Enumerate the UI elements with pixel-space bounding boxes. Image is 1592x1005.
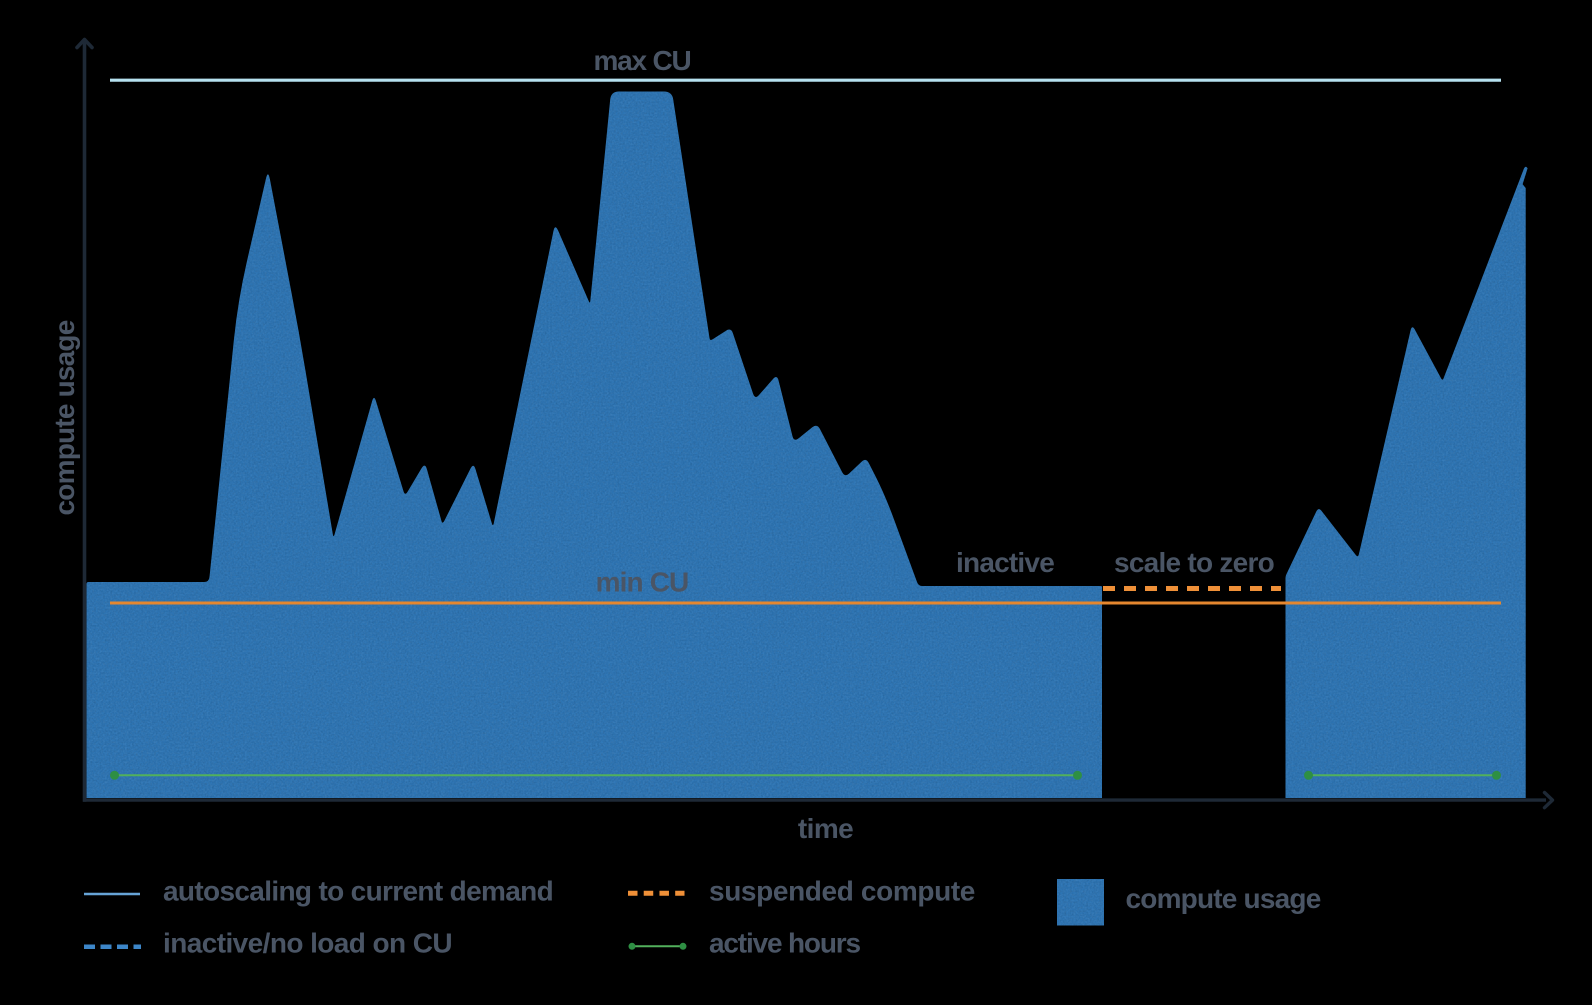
- svg-text:compute usage: compute usage: [49, 320, 80, 515]
- svg-text:inactive: inactive: [956, 547, 1054, 578]
- svg-text:autoscaling to current demand: autoscaling to current demand: [163, 876, 553, 907]
- svg-text:min CU: min CU: [596, 567, 689, 598]
- svg-text:scale to zero: scale to zero: [1114, 547, 1275, 578]
- svg-text:active hours: active hours: [709, 928, 861, 959]
- svg-text:inactive/no load on CU: inactive/no load on CU: [163, 928, 452, 959]
- svg-text:time: time: [798, 813, 853, 844]
- svg-text:compute usage: compute usage: [1126, 883, 1321, 914]
- svg-text:suspended compute: suspended compute: [709, 876, 975, 907]
- svg-text:max CU: max CU: [593, 45, 690, 76]
